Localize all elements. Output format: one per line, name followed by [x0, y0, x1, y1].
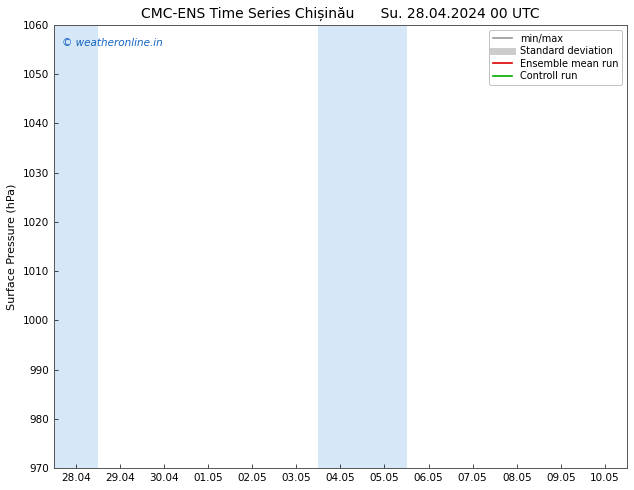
Text: © weatheronline.in: © weatheronline.in	[62, 38, 163, 48]
Title: CMC-ENS Time Series Chișinău      Su. 28.04.2024 00 UTC: CMC-ENS Time Series Chișinău Su. 28.04.2…	[141, 7, 540, 21]
Bar	[54, 25, 98, 468]
Bar	[318, 25, 406, 468]
Legend: min/max, Standard deviation, Ensemble mean run, Controll run: min/max, Standard deviation, Ensemble me…	[489, 30, 622, 85]
Y-axis label: Surface Pressure (hPa): Surface Pressure (hPa)	[7, 183, 17, 310]
